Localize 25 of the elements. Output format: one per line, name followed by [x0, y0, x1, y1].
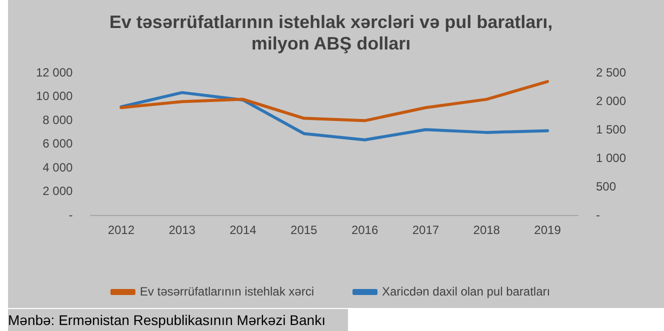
text: Mənbə: Ermənistan Respublikasının Mərkəzi Bankı — [8, 309, 348, 331]
x-tick-label: 2015 — [290, 223, 318, 238]
x-tick-label: 2016 — [351, 223, 378, 238]
legend-label: Ev təsərrüfatlarının istehlak xərci — [140, 284, 314, 298]
y2-tick-label: 500 — [596, 179, 616, 194]
x-tick-label: 2019 — [534, 223, 562, 238]
x-tick-label: 2013 — [168, 223, 196, 238]
x-tick-label: 2012 — [108, 223, 135, 238]
y-tick-label: 6 000 — [42, 136, 74, 151]
y-tick-label: 2 000 — [42, 184, 74, 198]
y2-tick-label: 1 000 — [596, 150, 626, 165]
y2-tick-label: - — [596, 208, 600, 222]
x-tick-label: 2018 — [473, 223, 500, 238]
y-tick-label: 12 000 — [36, 66, 74, 80]
y-tick-label: 4 000 — [42, 160, 74, 174]
y-tick-label: 10 000 — [36, 89, 74, 104]
y2-tick-label: 2 000 — [596, 94, 626, 108]
legend-label: Xaricdən daxil olan pul baratları — [382, 284, 550, 298]
y2-tick-label: 2 500 — [596, 66, 626, 80]
y2-tick-label: 1 500 — [596, 122, 626, 136]
chart-title: Ev təsərrüfatlarının istehlak xərcləri və pul baratları, milyon ABŞ dolları — [109, 12, 553, 54]
x-tick-label: 2014 — [230, 223, 257, 238]
y-tick-label: - — [68, 208, 73, 222]
y-tick-label: 8 000 — [42, 112, 74, 127]
x-tick-label: 2017 — [412, 223, 440, 238]
